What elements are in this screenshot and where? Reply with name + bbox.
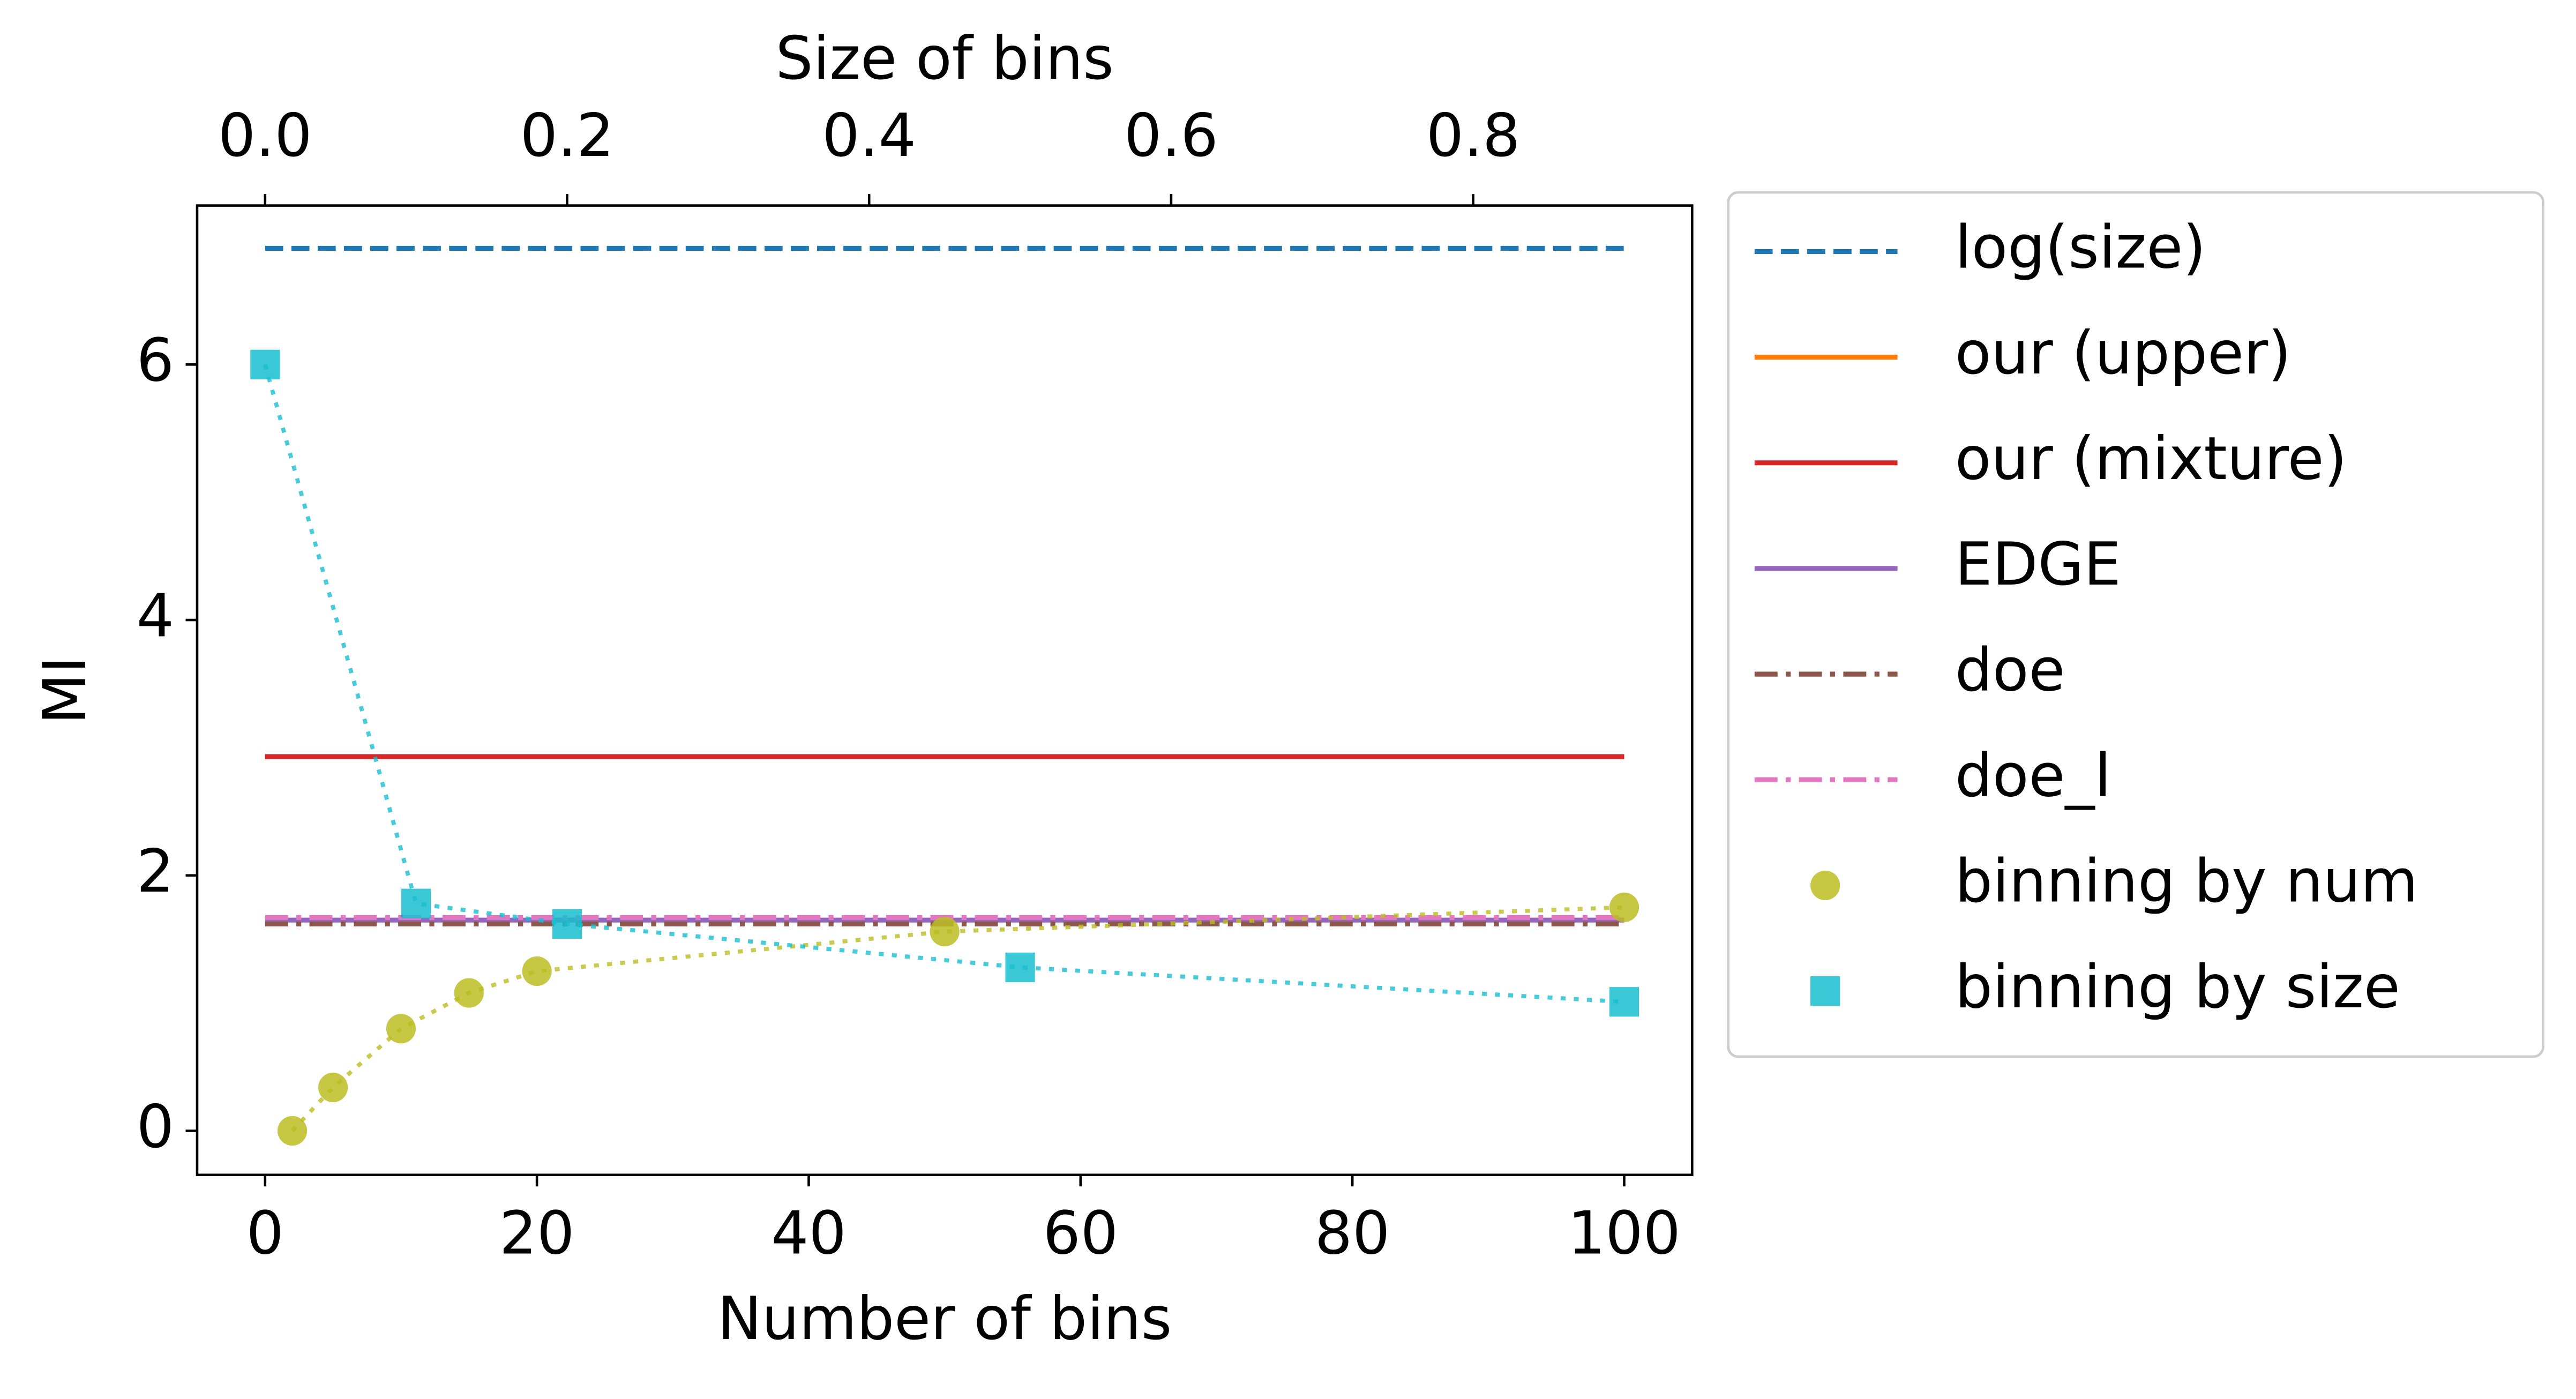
x-axis-label: Number of bins (717, 1285, 1172, 1353)
legend-label: our (mixture) (1955, 425, 2347, 493)
marker (522, 956, 552, 986)
legend-label: binning by size (1955, 953, 2400, 1022)
marker (277, 1116, 308, 1146)
x2-tick-label: 0.4 (822, 102, 916, 170)
legend-label: log(size) (1955, 214, 2206, 282)
y-tick-label: 6 (137, 327, 174, 395)
y-tick-label: 4 (137, 582, 174, 650)
x2-axis-label: Size of bins (775, 25, 1113, 93)
x-tick-label: 20 (499, 1200, 574, 1268)
legend-label: binning by num (1955, 848, 2418, 916)
legend-label: doe_l (1955, 742, 2111, 811)
x2-tick-label: 0.6 (1124, 102, 1218, 170)
legend-box (1727, 191, 2544, 1058)
marker (1005, 952, 1035, 983)
marker (250, 349, 280, 379)
y-tick-label: 0 (137, 1093, 174, 1162)
legend-label: EDGE (1955, 530, 2121, 599)
x2-tick-label: 0.0 (218, 102, 312, 170)
series-line (290, 905, 1624, 1133)
marker (930, 917, 960, 947)
legend-label: our (upper) (1955, 319, 2291, 388)
marker (1609, 987, 1639, 1017)
x-tick-label: 0 (246, 1200, 284, 1268)
x2-tick-label: 0.2 (520, 102, 615, 170)
x-tick-label: 60 (1043, 1200, 1118, 1268)
legend-marker (1810, 870, 1840, 901)
x-tick-label: 40 (771, 1200, 846, 1268)
marker (552, 909, 582, 939)
y-tick-label: 2 (137, 837, 174, 906)
legend-marker (1810, 976, 1840, 1006)
x-tick-label: 100 (1568, 1200, 1681, 1268)
series-line (263, 364, 1624, 1004)
marker (318, 1072, 348, 1103)
y-axis-label: MI (31, 656, 100, 724)
x2-tick-label: 0.8 (1426, 102, 1521, 170)
legend-label: doe (1955, 636, 2065, 705)
marker (386, 1014, 416, 1044)
marker (454, 978, 484, 1008)
x-tick-label: 80 (1315, 1200, 1390, 1268)
plot-frame (196, 204, 1694, 1177)
marker (401, 888, 431, 918)
marker (1609, 892, 1639, 922)
